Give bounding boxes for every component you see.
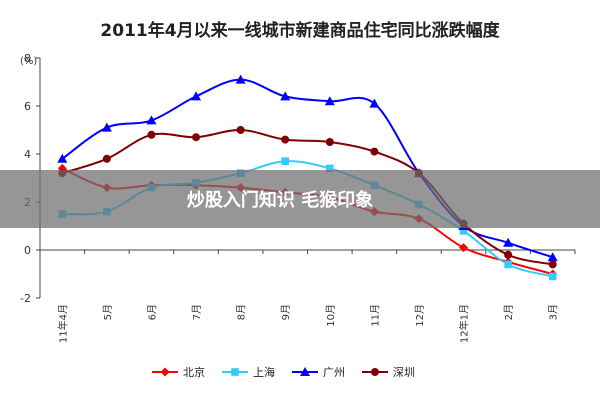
- data-point: [236, 126, 245, 134]
- legend-item: 北京: [152, 365, 205, 379]
- legend-label: 深圳: [393, 366, 415, 379]
- data-point: [547, 252, 558, 262]
- data-point: [192, 133, 201, 142]
- x-tick-label: 12月: [414, 304, 426, 327]
- x-tick-label: 11年4月: [56, 304, 69, 343]
- data-point: [369, 98, 380, 108]
- data-point: [459, 243, 469, 253]
- data-point: [325, 164, 334, 173]
- legend-label: 广州: [323, 366, 345, 379]
- y-tick-label: -2: [20, 292, 31, 305]
- watermark-band: [0, 170, 600, 228]
- series-line: [61, 78, 554, 259]
- x-tick-label: 7月: [191, 304, 203, 320]
- x-tick-label: 10月: [325, 304, 337, 327]
- watermark-text: 炒股入门知识 毛猴印象: [187, 189, 373, 211]
- x-tick-label: 6月: [146, 304, 158, 320]
- series-2: [57, 74, 558, 262]
- legend-marker: [371, 368, 379, 376]
- x-tick-label: 3月: [548, 304, 560, 320]
- data-point: [57, 153, 68, 163]
- y-tick-label: 8: [24, 52, 31, 65]
- x-tick-label: 12年1月: [458, 304, 471, 343]
- x-tick-label: 8月: [236, 304, 248, 320]
- chart-title: 2011年4月以来一线城市新建商品住宅同比涨跌幅度: [100, 20, 500, 41]
- data-point: [191, 91, 202, 101]
- legend-label: 上海: [253, 365, 275, 379]
- data-point: [503, 237, 514, 247]
- legend-marker: [231, 368, 239, 376]
- data-point: [370, 147, 379, 156]
- x-tick-label: 5月: [102, 304, 114, 320]
- data-point: [146, 115, 157, 125]
- x-tick-label: 9月: [280, 304, 292, 320]
- y-axis-unit: (%): [20, 56, 37, 67]
- data-point: [235, 74, 246, 84]
- data-point: [324, 96, 335, 106]
- legend-item: 广州: [292, 366, 345, 379]
- watermark-banner: 炒股入门知识 毛猴印象: [0, 170, 600, 228]
- data-point: [280, 91, 291, 101]
- data-point: [504, 260, 512, 269]
- legend-marker: [160, 367, 170, 377]
- data-point: [281, 135, 290, 144]
- data-point: [325, 138, 334, 146]
- legend-item: 深圳: [362, 366, 415, 379]
- data-point: [147, 130, 156, 139]
- data-point: [102, 154, 111, 163]
- x-tick-label: 2月: [503, 304, 515, 320]
- data-point: [101, 122, 112, 132]
- x-tick-label: 11月: [369, 304, 381, 327]
- data-point: [504, 250, 513, 259]
- data-point: [548, 272, 557, 281]
- data-point: [459, 227, 468, 235]
- legend-marker: [300, 367, 310, 376]
- legend: 北京 上海 广州 深圳: [152, 365, 415, 379]
- data-point: [548, 260, 557, 269]
- y-tick-label: 4: [24, 148, 31, 161]
- data-point: [281, 157, 290, 165]
- legend-label: 北京: [183, 365, 205, 379]
- legend-item: 上海: [222, 365, 275, 379]
- y-tick-label: 6: [24, 100, 31, 113]
- y-tick-label: 0: [24, 244, 31, 257]
